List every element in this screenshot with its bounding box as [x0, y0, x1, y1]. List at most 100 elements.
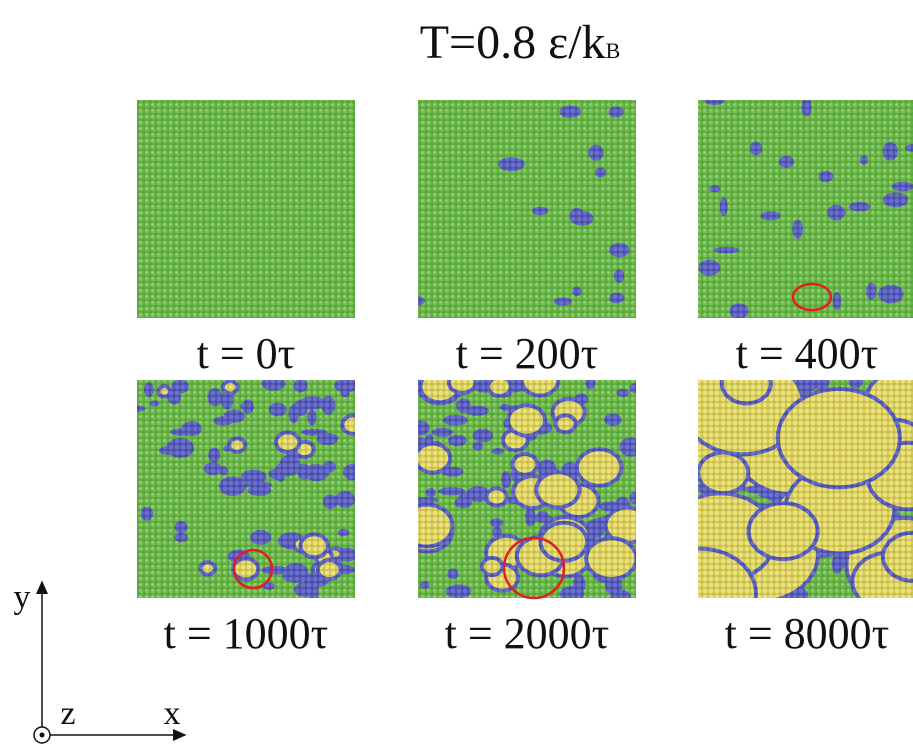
yellow-cluster	[160, 388, 168, 394]
blue-cluster	[335, 491, 355, 508]
yellow-cluster	[579, 451, 620, 483]
blue-cluster	[438, 487, 465, 495]
yellow-cluster	[488, 490, 504, 503]
blue-cluster	[498, 157, 525, 171]
yellow-cluster	[700, 454, 746, 491]
blue-cluster	[443, 415, 468, 426]
blue-cluster	[792, 220, 803, 239]
blue-cluster	[208, 448, 220, 463]
blue-cluster	[866, 283, 876, 300]
blue-cluster	[588, 145, 603, 161]
blue-cluster	[269, 403, 287, 417]
blue-cluster	[150, 401, 160, 407]
blue-cluster	[849, 202, 871, 211]
blue-cluster	[611, 590, 631, 606]
blue-cluster	[340, 387, 350, 397]
blue-cluster	[614, 269, 624, 282]
figure: T=0.8 ε/kB t = 0τt = 200τt = 400τt = 100…	[0, 0, 913, 752]
blue-cluster	[283, 574, 308, 583]
z-axis-dot	[40, 733, 45, 738]
blue-cluster	[473, 442, 483, 451]
blue-cluster	[175, 521, 188, 533]
blue-cluster	[144, 382, 154, 397]
blue-cluster	[473, 429, 493, 443]
green-phase	[418, 100, 636, 318]
blue-cluster	[609, 243, 630, 257]
snapshot: t = 1000τ	[129, 376, 366, 658]
time-label: t = 2000τ	[445, 609, 610, 658]
blue-cluster	[532, 207, 548, 216]
snapshot: t = 2000τ	[399, 363, 651, 658]
blue-cluster	[883, 142, 898, 161]
blue-cluster	[307, 409, 316, 425]
blue-cluster	[572, 286, 581, 296]
blue-cluster	[714, 247, 740, 254]
yellow-cluster	[403, 507, 450, 545]
blue-cluster	[409, 420, 429, 435]
blue-cluster	[619, 438, 642, 457]
blue-cluster	[261, 376, 285, 390]
blue-cluster	[573, 574, 586, 593]
snapshot: t = 0τ	[137, 100, 355, 378]
yellow-cluster	[490, 379, 509, 394]
yellow-cluster	[225, 383, 236, 392]
blue-cluster	[204, 462, 222, 475]
blue-cluster	[182, 421, 202, 436]
blue-cluster	[609, 107, 624, 118]
blue-cluster	[760, 211, 780, 220]
time-label: t = 1000τ	[164, 609, 329, 658]
blue-cluster	[630, 492, 641, 505]
yellow-cluster	[514, 456, 535, 473]
blue-cluster	[208, 388, 223, 406]
axes-triad: y z x	[14, 579, 186, 743]
y-axis-label: y	[14, 579, 31, 616]
blue-cluster	[219, 476, 246, 496]
time-label: t = 200τ	[456, 329, 599, 378]
blue-cluster	[426, 488, 436, 497]
blue-cluster	[213, 416, 233, 425]
blue-cluster	[411, 296, 425, 305]
yellow-cluster	[278, 434, 297, 450]
blue-cluster	[250, 530, 271, 545]
snapshot-image	[129, 376, 366, 602]
snapshot: t = 200τ	[411, 100, 636, 378]
blue-cluster	[446, 584, 472, 598]
blue-cluster	[141, 507, 153, 521]
blue-cluster	[240, 403, 249, 410]
blue-cluster	[572, 211, 594, 226]
x-axis-label: x	[164, 695, 181, 732]
blue-cluster	[525, 508, 536, 527]
blue-cluster	[819, 171, 834, 182]
blue-cluster	[301, 429, 327, 436]
yellow-cluster	[751, 505, 816, 557]
snapshot-image	[642, 354, 913, 641]
blue-cluster	[269, 468, 288, 479]
blue-cluster	[729, 303, 748, 319]
blue-cluster	[159, 446, 177, 455]
blue-cluster	[802, 98, 812, 117]
blue-cluster	[294, 582, 316, 596]
yellow-cluster	[202, 564, 213, 572]
blue-cluster	[174, 533, 188, 542]
blue-cluster	[289, 404, 300, 423]
blue-cluster	[241, 470, 266, 484]
blue-cluster	[501, 471, 511, 489]
blue-cluster	[892, 182, 913, 192]
green-phase	[137, 100, 355, 318]
z-axis-label: z	[60, 695, 75, 732]
blue-cluster	[420, 581, 430, 589]
blue-cluster	[827, 205, 845, 221]
blue-cluster	[343, 464, 364, 481]
yellow-cluster	[510, 407, 543, 433]
snapshot-image	[137, 100, 355, 318]
blue-cluster	[698, 260, 720, 276]
blue-cluster	[492, 448, 504, 454]
yellow-cluster	[320, 562, 339, 577]
yellow-cluster	[231, 440, 243, 450]
blue-cluster	[832, 554, 843, 573]
blue-cluster	[609, 293, 624, 304]
figure-title: T=0.8 ε/kB	[420, 16, 621, 69]
blue-cluster	[299, 396, 325, 409]
yellow-cluster	[344, 417, 362, 432]
